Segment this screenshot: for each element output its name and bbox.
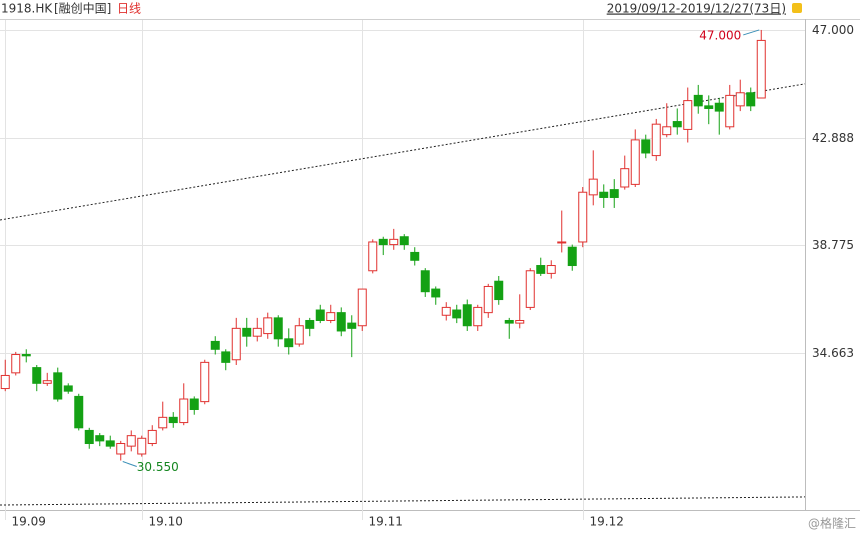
candle-body [231, 327, 241, 361]
candle-body [200, 361, 210, 403]
candle-body [315, 309, 325, 321]
y-tick-label: 42.888 [812, 131, 854, 145]
candle-body [651, 123, 661, 157]
candle-body [158, 416, 168, 429]
candle-body [462, 304, 472, 327]
candle-body [683, 100, 693, 130]
candle-body [494, 280, 504, 301]
candle-body [294, 325, 304, 345]
icon[interactable] [792, 3, 802, 13]
candle-body [42, 380, 52, 384]
candle-body [735, 92, 745, 107]
candle-body [116, 443, 126, 455]
candle-body [378, 238, 388, 246]
candle-body [641, 139, 651, 154]
candle-body [11, 354, 21, 374]
candle-body [452, 309, 462, 319]
candle-body [704, 105, 714, 109]
candle-body [609, 189, 619, 198]
candle-body [84, 429, 94, 445]
candle-body [357, 288, 367, 327]
candle-body [147, 429, 157, 445]
candle-body [189, 398, 199, 410]
candle-body [473, 306, 483, 327]
candle-body [693, 94, 703, 107]
candle-body [305, 319, 315, 329]
candle-body [336, 312, 346, 332]
range-label: 2019/09/12-2019/12/27(73日) [607, 2, 786, 16]
candle-body [431, 288, 441, 298]
candle-body [53, 372, 63, 400]
candle-body [210, 340, 220, 350]
candle-body [515, 319, 525, 324]
candle-body [326, 312, 336, 321]
candle-body [756, 39, 766, 99]
candle-body [137, 437, 147, 455]
candle-body [620, 168, 630, 188]
candle-body [483, 285, 493, 314]
candle-body [746, 92, 756, 107]
candle-body [63, 385, 73, 392]
y-tick-label: 47.000 [812, 23, 854, 37]
annotation-arrow [122, 461, 137, 467]
candle-body [662, 126, 672, 136]
candle-body [368, 241, 378, 272]
candle-body [557, 241, 567, 244]
x-tick-label: 19.12 [590, 515, 624, 529]
candle-body [441, 306, 451, 316]
x-tick-label: 19.10 [149, 515, 183, 529]
candle-body [410, 251, 420, 261]
watermark: @格隆汇 [808, 516, 856, 531]
stock-name: [融创中国] [54, 1, 111, 16]
candle-body [536, 265, 546, 274]
candle-body [105, 440, 115, 447]
candle-body [630, 139, 640, 185]
candle-body [263, 317, 273, 335]
candle-body [504, 319, 514, 324]
candle-body [725, 94, 735, 128]
candle-body [252, 327, 262, 337]
y-tick-label: 38.775 [812, 238, 854, 252]
candle-body [420, 270, 430, 293]
candle-body [32, 367, 42, 384]
candle-body [389, 238, 399, 246]
x-tick-label: 19.11 [369, 515, 403, 529]
candle-body [95, 435, 105, 442]
symbol: 1918.HK [1, 2, 53, 16]
candle-body [347, 322, 357, 329]
candle-body [672, 121, 682, 128]
candle-body [399, 236, 409, 246]
candle-body [546, 265, 556, 274]
x-tick-label: 19.09 [12, 515, 46, 529]
candle-body [126, 435, 136, 447]
candle-body [74, 395, 84, 429]
candle-body [21, 354, 31, 357]
candle-body [567, 246, 577, 267]
candle-body [599, 191, 609, 198]
y-tick-label: 34.663 [812, 346, 854, 360]
annotation: 30.550 [137, 460, 179, 474]
candle-body [179, 398, 189, 424]
candle-body [578, 191, 588, 243]
candle-body [714, 102, 724, 112]
candle-body [0, 374, 10, 390]
annotation: 47.000 [699, 28, 741, 42]
candle-body [525, 270, 535, 308]
candle-body [168, 416, 178, 424]
candle-body [221, 351, 231, 363]
period: 日线 [117, 2, 141, 16]
candle-body [588, 178, 598, 196]
annotation-arrow [743, 29, 760, 36]
candle-body [242, 327, 252, 337]
candle-body [284, 338, 294, 348]
trend-line [0, 83, 806, 221]
candle-body [273, 317, 283, 340]
